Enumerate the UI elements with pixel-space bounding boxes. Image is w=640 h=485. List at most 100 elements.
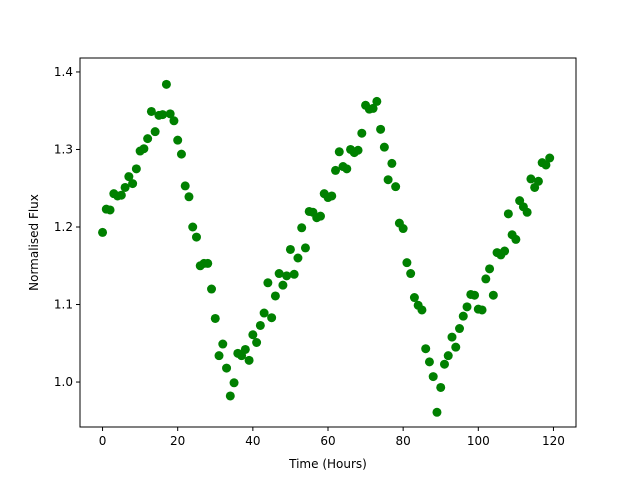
data-point	[387, 158, 397, 168]
data-point	[511, 234, 521, 244]
data-point	[300, 243, 310, 253]
x-tick-label: 60	[320, 434, 335, 448]
x-tick-label: 0	[99, 434, 107, 448]
data-point	[255, 320, 265, 330]
data-point	[372, 96, 382, 106]
x-tick-label: 20	[170, 434, 185, 448]
data-point	[368, 103, 378, 113]
data-point	[150, 127, 160, 137]
data-point	[406, 269, 416, 279]
data-point	[383, 175, 393, 185]
data-point	[146, 106, 156, 116]
data-point	[379, 142, 389, 152]
data-point	[455, 324, 465, 334]
data-point	[161, 79, 171, 89]
data-point	[203, 258, 213, 268]
data-point	[477, 305, 487, 315]
data-point	[240, 344, 250, 354]
data-point	[357, 128, 367, 138]
x-tick-label: 100	[467, 434, 490, 448]
data-point	[278, 280, 288, 290]
data-point	[222, 363, 232, 373]
data-point	[180, 181, 190, 191]
data-point	[169, 116, 179, 126]
data-point	[188, 222, 198, 232]
data-point	[248, 330, 258, 340]
data-point	[289, 269, 299, 279]
data-point	[214, 351, 224, 361]
data-point	[128, 179, 138, 189]
data-point	[447, 332, 457, 342]
data-point	[259, 308, 269, 318]
data-point	[210, 313, 220, 323]
data-point	[184, 192, 194, 202]
data-point	[485, 264, 495, 274]
data-point	[315, 211, 325, 221]
data-point	[225, 391, 235, 401]
data-point	[391, 182, 401, 192]
data-point	[432, 407, 442, 417]
plot-area	[79, 57, 577, 428]
data-point	[98, 227, 108, 237]
data-point	[334, 147, 344, 157]
data-point	[526, 174, 536, 184]
data-point	[439, 359, 449, 369]
data-point	[541, 160, 551, 170]
y-tick-label: 1.1	[54, 298, 73, 312]
data-point	[409, 293, 419, 303]
y-tick-label: 1.3	[54, 142, 73, 156]
data-point	[267, 313, 277, 323]
data-point	[143, 134, 153, 144]
data-point	[533, 176, 543, 186]
data-point	[297, 223, 307, 233]
data-point	[165, 109, 175, 119]
data-point	[500, 246, 510, 256]
x-tick-label: 80	[396, 434, 411, 448]
data-point	[503, 209, 513, 219]
data-point	[376, 124, 386, 134]
y-tick-label: 1.0	[54, 375, 73, 389]
data-point	[293, 253, 303, 263]
data-point	[252, 338, 262, 347]
data-point	[124, 172, 134, 182]
data-point	[522, 207, 532, 217]
data-point	[331, 165, 341, 175]
x-tick-label: 40	[245, 434, 260, 448]
data-point	[229, 378, 239, 388]
y-tick-label: 1.2	[54, 220, 73, 234]
data-point	[173, 135, 183, 145]
data-point	[462, 302, 472, 312]
data-point	[353, 145, 363, 155]
x-axis-label: Time (Hours)	[288, 457, 367, 471]
data-point	[120, 182, 130, 192]
data-points	[98, 79, 555, 417]
y-tick-label: 1.4	[54, 65, 73, 79]
data-point	[481, 274, 491, 284]
axes-frame	[80, 58, 576, 427]
data-point	[488, 290, 498, 300]
data-point	[398, 224, 408, 234]
data-point	[274, 269, 284, 279]
data-point	[263, 278, 273, 288]
data-point	[421, 344, 431, 354]
data-point	[458, 311, 468, 321]
data-point	[191, 232, 201, 242]
data-point	[207, 284, 217, 294]
data-point	[270, 291, 280, 301]
data-point	[131, 164, 141, 174]
data-point	[285, 244, 295, 254]
data-point	[139, 144, 149, 154]
data-point	[443, 351, 453, 361]
data-point	[176, 149, 186, 159]
y-axis-label: Normalised Flux	[27, 194, 41, 291]
data-point	[218, 339, 228, 349]
x-tick-label: 120	[542, 434, 565, 448]
data-point	[244, 355, 254, 365]
data-point	[158, 110, 168, 120]
data-point	[417, 305, 427, 315]
y-axis-ticks: 1.0 1.1 1.2 1.3 1.4	[54, 65, 80, 389]
x-axis-ticks: 0 20 40 60 80 100 120	[99, 427, 565, 448]
data-point	[342, 164, 352, 174]
